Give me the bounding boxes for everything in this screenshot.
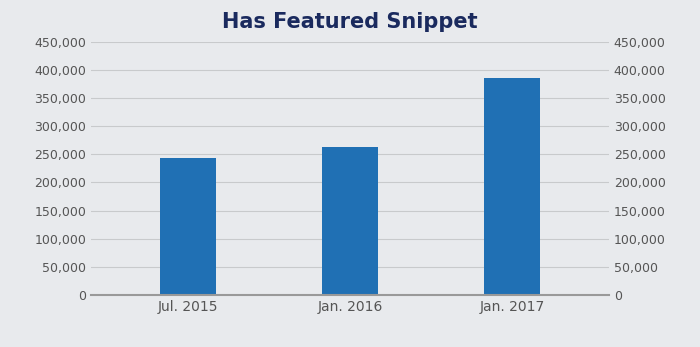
Title: Has Featured Snippet: Has Featured Snippet — [222, 12, 478, 32]
Bar — [322, 147, 378, 295]
Bar — [160, 158, 216, 295]
Bar — [484, 78, 540, 295]
